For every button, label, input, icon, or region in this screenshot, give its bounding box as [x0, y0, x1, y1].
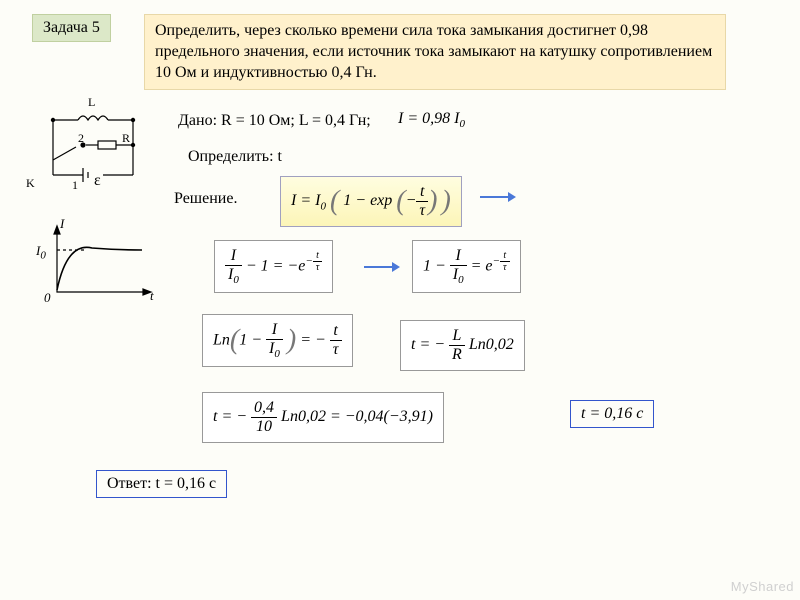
graph-o: 0	[44, 290, 51, 306]
circuit-L: L	[88, 95, 95, 110]
formula-step3-right: t = − LR Ln0,02	[400, 320, 525, 371]
find-label: Определить: t	[188, 148, 282, 166]
problem-text: Определить, через сколько времени сила т…	[155, 22, 712, 81]
problem-statement: Определить, через сколько времени сила т…	[144, 14, 726, 90]
task-tag-text: Задача 5	[43, 19, 100, 36]
result-box: t = 0,16 с	[570, 400, 654, 428]
formula-main: I = I0 ( 1 − exp (−tτ) )	[280, 176, 462, 227]
graph-x: t	[150, 288, 154, 304]
graph-it	[32, 220, 162, 310]
circuit-2: 2	[78, 131, 84, 146]
formula-step2-right: 1 − II0 = e−tτ	[412, 240, 521, 293]
watermark: MyShared	[731, 579, 794, 594]
formula-step2-left: II0 − 1 = −e−tτ	[214, 240, 333, 293]
formula-step3-left: Ln(1 − II0 ) = − tτ	[202, 314, 353, 367]
given-eq: I = 0,98 I0	[398, 110, 465, 130]
given-text: Дано: R = 10 Ом; L = 0,4 Гн;	[178, 112, 371, 129]
circuit-eps: ε	[94, 172, 101, 190]
given-line: Дано: R = 10 Ом; L = 0,4 Гн;	[178, 112, 371, 130]
graph-i0: I0	[36, 243, 46, 262]
formula-numeric: t = − 0,410 Ln0,02 = −0,04(−3,91)	[202, 392, 444, 443]
circuit-diagram	[28, 105, 158, 195]
solution-label: Решение.	[174, 190, 237, 208]
arrow-icon	[478, 188, 518, 206]
circuit-R: R	[122, 131, 130, 146]
graph-y: I	[60, 216, 64, 232]
circuit-K: K	[26, 176, 35, 191]
task-tag: Задача 5	[32, 14, 111, 42]
circuit-1: 1	[72, 178, 78, 193]
arrow-icon	[362, 258, 402, 276]
answer-box: Ответ: t = 0,16 с	[96, 470, 227, 498]
